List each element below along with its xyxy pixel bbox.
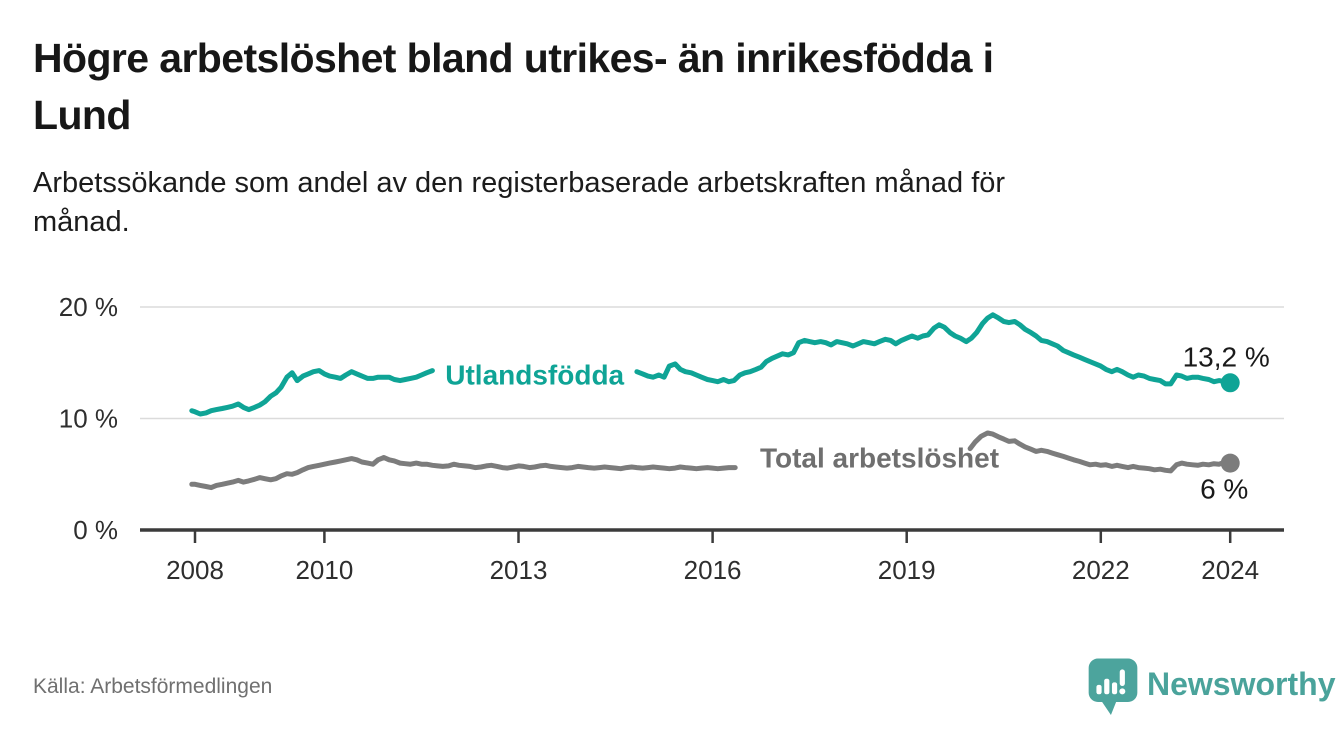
series-line-total-1 <box>967 430 1233 474</box>
x-axis-label-2019: 2019 <box>878 555 936 585</box>
chart-title-line-1: Högre arbetslöshet bland utrikes- än inr… <box>33 35 994 81</box>
end-value-label-total: 6 % <box>1200 474 1248 505</box>
y-axis-label: 0 % <box>73 515 118 545</box>
x-axis-label-2010: 2010 <box>295 555 353 585</box>
end-value-label-utlandsfodda: 13,2 % <box>1183 341 1270 372</box>
newsworthy-logo: Newsworthy <box>1088 658 1335 716</box>
y-axis-label: 10 % <box>59 404 118 434</box>
chart-subtitle-line-2: månad. <box>33 206 130 238</box>
newsworthy-wordmark: Newsworthy <box>1147 665 1336 702</box>
chart-title: Högre arbetslöshet bland utrikes- än inr… <box>33 30 1303 144</box>
x-axis-label-2024: 2024 <box>1201 555 1259 585</box>
chart-title-line-2: Lund <box>33 92 131 138</box>
chart-subtitle-line-1: Arbetssökande som andel av den registerb… <box>33 167 1006 199</box>
source-note: Källa: Arbetsförmedlingen <box>33 675 273 698</box>
x-axis-label-2008: 2008 <box>166 555 224 585</box>
series-line-total-0 <box>189 455 738 491</box>
series-line-utlandsfodda-0 <box>189 368 435 417</box>
series-label-utlandsfodda: Utlandsfödda <box>445 360 624 391</box>
series-endpoint-dot-utlandsfodda <box>1220 373 1240 393</box>
series-label-total: Total arbetslöshet <box>760 443 999 474</box>
newsworthy-bubble-chart-icon <box>1088 658 1138 715</box>
series-endpoint-dot-total <box>1220 453 1240 473</box>
x-axis-label-2016: 2016 <box>684 555 742 585</box>
x-axis-label-2013: 2013 <box>490 555 548 585</box>
chart-subtitle: Arbetssökande som andel av den registerb… <box>33 164 1273 242</box>
series-line-utlandsfodda-1 <box>634 312 1233 387</box>
y-axis-label: 20 % <box>59 292 118 322</box>
x-axis-label-2022: 2022 <box>1072 555 1130 585</box>
